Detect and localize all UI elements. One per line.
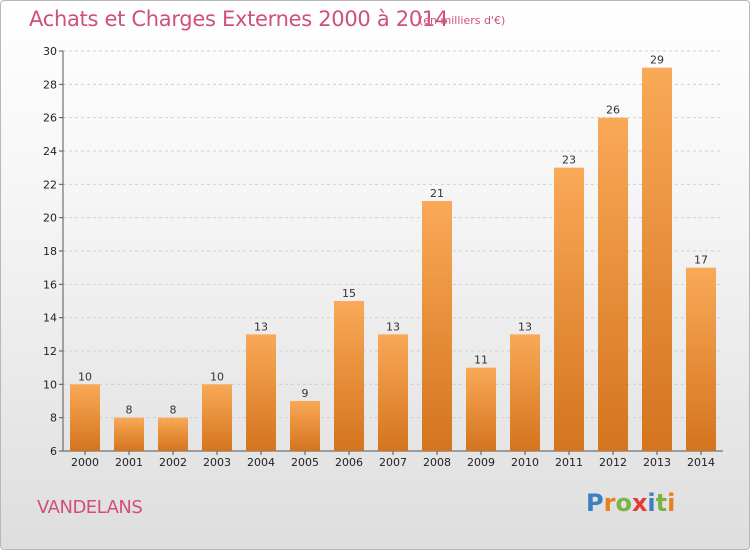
bar-value-label: 10	[210, 370, 224, 383]
bar-value-label: 8	[170, 404, 177, 417]
bar	[378, 334, 408, 451]
y-tick-label: 22	[43, 178, 57, 191]
x-tick-label: 2011	[555, 456, 583, 469]
bar-value-label: 10	[78, 370, 92, 383]
x-tick-label: 2007	[379, 456, 407, 469]
bar-value-label: 26	[606, 104, 620, 117]
x-tick-label: 2001	[115, 456, 143, 469]
bar-value-label: 15	[342, 287, 356, 300]
y-tick-label: 14	[43, 312, 57, 325]
logo-letter: P	[586, 489, 604, 517]
bar	[334, 301, 364, 451]
bar-value-label: 23	[562, 154, 576, 167]
bar-value-label: 29	[650, 54, 664, 67]
y-tick-label: 30	[43, 45, 57, 58]
y-tick-label: 18	[43, 245, 57, 258]
logo-letter: i	[647, 489, 656, 517]
x-tick-label: 2004	[247, 456, 275, 469]
bar-value-label: 13	[254, 320, 268, 333]
x-tick-label: 2005	[291, 456, 319, 469]
y-tick-label: 16	[43, 278, 57, 291]
bar-value-label: 11	[474, 354, 488, 367]
bar	[70, 384, 100, 451]
bar-value-label: 13	[518, 320, 532, 333]
bar	[114, 417, 144, 451]
logo-letter: x	[631, 489, 648, 517]
x-tick-label: 2009	[467, 456, 495, 469]
x-tick-label: 2000	[71, 456, 99, 469]
bar	[466, 367, 496, 451]
bar	[290, 401, 320, 451]
bar-value-label: 9	[302, 387, 309, 400]
commune-name: VANDELANS	[37, 497, 143, 518]
y-tick-label: 24	[43, 145, 57, 158]
y-tick-label: 20	[43, 212, 57, 225]
chart-subtitle: (en milliers d'€)	[419, 14, 506, 27]
logo-letter: t	[655, 489, 668, 517]
y-tick-label: 26	[43, 112, 57, 125]
bar	[598, 117, 628, 452]
bar	[422, 201, 452, 451]
y-tick-label: 28	[43, 78, 57, 91]
x-tick-label: 2003	[203, 456, 231, 469]
logo-letter: o	[615, 489, 632, 517]
y-tick-label: 12	[43, 345, 57, 358]
bar	[686, 267, 716, 451]
x-tick-label: 2006	[335, 456, 363, 469]
bar	[158, 417, 188, 451]
bar	[202, 384, 232, 451]
x-tick-label: 2014	[687, 456, 715, 469]
y-tick-label: 8	[50, 412, 57, 425]
x-tick-label: 2012	[599, 456, 627, 469]
bar	[642, 67, 672, 452]
y-tick-label: 6	[50, 445, 57, 458]
bar	[246, 334, 276, 451]
bar	[554, 167, 584, 451]
bar-value-label: 13	[386, 320, 400, 333]
x-tick-label: 2008	[423, 456, 451, 469]
x-tick-label: 2013	[643, 456, 671, 469]
logo-letter: r	[603, 489, 616, 517]
x-tick-label: 2002	[159, 456, 187, 469]
proxiti-logo: Proxiti	[586, 489, 675, 517]
bar	[510, 334, 540, 451]
bar-value-label: 17	[694, 254, 708, 267]
bar-value-label: 21	[430, 187, 444, 200]
logo-letter: i	[667, 489, 676, 517]
chart-title: Achats et Charges Externes 2000 à 2014	[29, 7, 449, 31]
bar-value-label: 8	[126, 404, 133, 417]
x-tick-label: 2010	[511, 456, 539, 469]
y-tick-label: 10	[43, 378, 57, 391]
